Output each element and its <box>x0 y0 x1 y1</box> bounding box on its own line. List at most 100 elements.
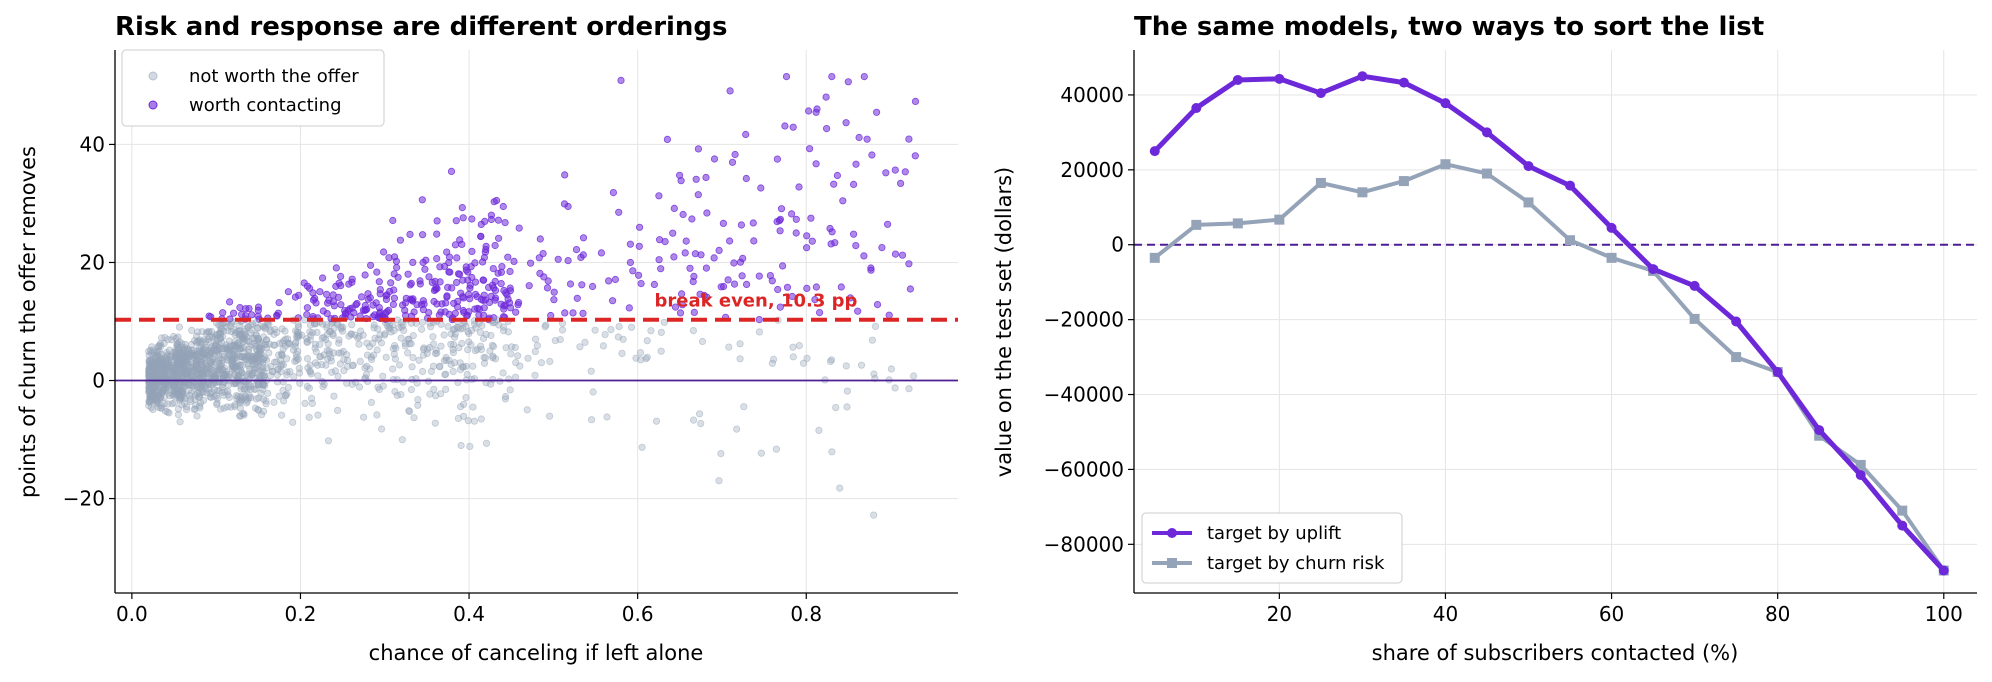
not-worth-point <box>459 412 468 420</box>
not-worth-point <box>757 449 766 457</box>
not-worth-point <box>295 369 304 377</box>
worth-point <box>512 308 520 316</box>
uplift-point <box>1855 470 1866 481</box>
not-worth-point <box>257 411 266 419</box>
not-worth-point <box>507 350 515 358</box>
worth-point <box>588 282 597 291</box>
not-worth-point <box>247 394 255 402</box>
worth-point <box>891 166 899 174</box>
not-worth-point <box>219 371 227 379</box>
worth-point <box>669 229 677 237</box>
not-worth-point <box>868 336 877 344</box>
not-worth-point <box>501 392 510 401</box>
left-y-tick-label: 40 <box>80 132 105 156</box>
not-worth-point <box>146 346 154 354</box>
worth-point <box>471 278 480 286</box>
not-worth-point <box>408 363 416 371</box>
uplift-point <box>1440 98 1451 109</box>
not-worth-point <box>418 318 427 326</box>
not-worth-point <box>191 365 199 373</box>
worth-point <box>489 264 497 273</box>
not-worth-point <box>281 335 290 343</box>
not-worth-point <box>316 352 325 361</box>
right-x-tick-label: 60 <box>1599 602 1624 626</box>
worth-point <box>804 107 813 115</box>
worth-point <box>361 271 369 279</box>
worth-point <box>364 295 372 303</box>
not-worth-point <box>399 321 407 329</box>
worth-point <box>737 221 746 229</box>
not-worth-point <box>343 356 352 364</box>
not-worth-point <box>337 323 345 331</box>
worth-point <box>883 220 892 228</box>
worth-point <box>719 282 728 291</box>
not-worth-point <box>464 346 472 354</box>
not-worth-point <box>481 354 490 362</box>
worth-point <box>406 230 414 238</box>
worth-point <box>389 216 397 225</box>
uplift-point <box>1398 77 1409 88</box>
right-chart: The same models, two ways to sort the li… <box>992 12 1977 665</box>
worth-point <box>357 293 366 301</box>
worth-point <box>515 224 523 232</box>
not-worth-point <box>717 449 725 458</box>
worth-point <box>337 301 345 309</box>
not-worth-point <box>643 337 651 345</box>
right-x-ticks: 20 40 60 80 100 <box>1267 593 1963 626</box>
not-worth-point <box>891 384 899 392</box>
not-worth-point <box>318 360 326 369</box>
not-worth-point <box>359 331 367 339</box>
not-worth-point <box>224 391 232 399</box>
worth-point <box>792 229 800 237</box>
not-worth-point <box>355 383 364 391</box>
left-y-tick-label: 20 <box>80 250 105 274</box>
worth-point <box>812 108 820 116</box>
worth-point <box>389 300 397 309</box>
not-worth-point <box>467 326 476 335</box>
not-worth-point <box>381 330 389 338</box>
not-worth-point <box>871 322 880 330</box>
left-chart-title: Risk and response are different ordering… <box>115 12 728 42</box>
not-worth-point <box>531 371 539 379</box>
right-x-tick-label: 20 <box>1267 602 1292 626</box>
worth-point <box>485 298 494 307</box>
worth-point <box>905 260 913 268</box>
worth-point <box>742 280 751 288</box>
not-worth-point <box>196 404 204 412</box>
worth-point <box>802 244 811 252</box>
worth-point <box>332 264 340 272</box>
worth-point <box>363 305 371 313</box>
worth-point <box>453 254 461 262</box>
worth-point <box>433 255 441 263</box>
not-worth-point <box>225 337 233 345</box>
worth-point <box>609 189 618 197</box>
not-worth-point <box>176 394 184 402</box>
not-worth-point <box>349 361 357 369</box>
not-worth-point <box>636 348 645 357</box>
not-worth-point <box>187 349 195 357</box>
not-worth-point <box>755 328 764 336</box>
worth-point <box>564 256 572 265</box>
worth-point <box>671 303 680 311</box>
worth-point <box>419 258 427 267</box>
worth-point <box>322 290 331 298</box>
not-worth-point <box>689 416 698 424</box>
not-worth-point <box>151 375 159 384</box>
worth-point <box>901 168 909 176</box>
not-worth-point <box>356 357 364 365</box>
not-worth-point <box>207 347 215 355</box>
not-worth-point <box>286 367 294 376</box>
worth-point <box>815 308 824 317</box>
worth-point <box>597 249 606 257</box>
not-worth-point <box>587 416 596 424</box>
worth-point <box>839 197 847 205</box>
not-worth-point <box>197 383 205 391</box>
worth-point <box>637 279 645 288</box>
not-worth-point <box>447 360 455 368</box>
worth-point <box>494 269 502 277</box>
worth-point <box>872 108 881 116</box>
worth-point <box>578 281 586 289</box>
worth-point <box>452 278 461 287</box>
churn-risk-point <box>1565 235 1576 246</box>
worth-point <box>487 292 495 300</box>
